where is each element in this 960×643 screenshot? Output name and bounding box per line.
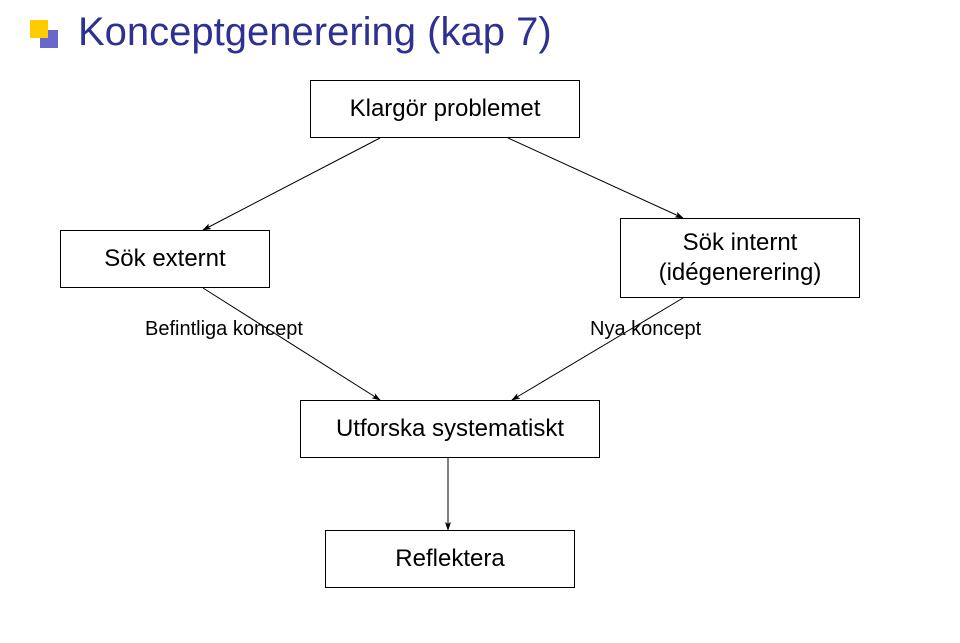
node-label-line1: Sök internt <box>683 228 798 258</box>
title-bullet-icon <box>30 20 58 48</box>
slide-title: Konceptgenerering (kap 7) <box>78 10 552 55</box>
node-sok-internt: Sök internt (idégenerering) <box>620 218 860 298</box>
node-label: Utforska systematiskt <box>336 414 564 444</box>
node-klargor-problemet: Klargör problemet <box>310 80 580 138</box>
label-nya-koncept: Nya koncept <box>590 318 701 341</box>
node-sok-externt: Sök externt <box>60 230 270 288</box>
node-reflektera: Reflektera <box>325 530 575 588</box>
node-label-line2: (idégenerering) <box>659 258 822 288</box>
node-label: Klargör problemet <box>350 94 541 124</box>
label-befintliga-koncept: Befintliga koncept <box>145 318 303 341</box>
node-label: Sök externt <box>104 244 225 274</box>
title-bullet-front-square <box>30 20 48 38</box>
node-label: Reflektera <box>395 544 504 574</box>
node-utforska-systematiskt: Utforska systematiskt <box>300 400 600 458</box>
